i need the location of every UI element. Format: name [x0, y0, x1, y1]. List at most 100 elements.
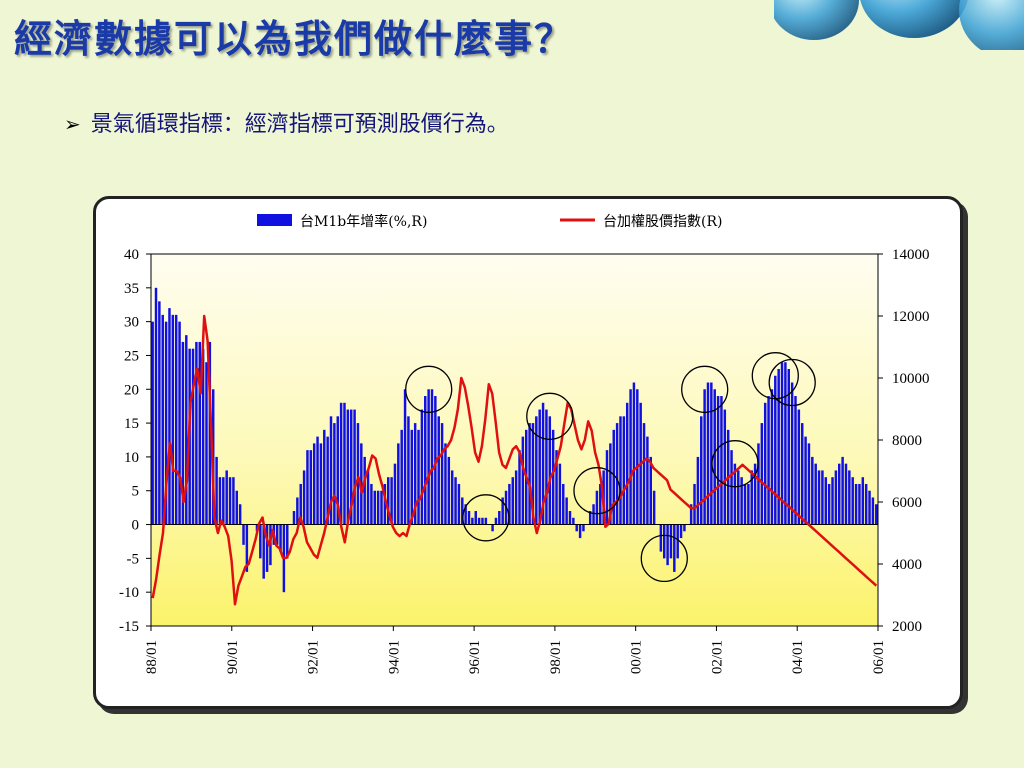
x-axis-label: 90/01: [225, 640, 241, 674]
bar: [218, 477, 222, 525]
bar: [575, 524, 578, 532]
highlight-circle: [526, 392, 574, 440]
bar: [622, 416, 626, 525]
bar: [508, 483, 511, 525]
left-axis-label: 40: [124, 247, 139, 263]
bar: [309, 450, 313, 525]
bar: [491, 524, 494, 532]
bar: [555, 450, 558, 525]
bar: [649, 456, 652, 525]
bar: [154, 287, 158, 525]
bar: [844, 463, 848, 525]
globe-decoration-icon: [774, 0, 1024, 50]
bar: [461, 497, 464, 525]
bar: [696, 456, 700, 525]
bar: [467, 511, 471, 525]
right-axis-label: 6000: [892, 495, 922, 511]
right-axis-label: 14000: [892, 247, 930, 263]
bar: [565, 497, 568, 525]
bar: [551, 429, 555, 525]
bar: [723, 409, 727, 525]
bar: [582, 524, 585, 532]
bar: [262, 524, 265, 579]
highlight-circle: [640, 534, 688, 583]
bar: [360, 443, 363, 525]
bar: [306, 450, 309, 525]
bar: [521, 436, 525, 525]
bar: [673, 524, 676, 572]
arrow-bullet-icon: ➢: [64, 112, 81, 136]
bar: [814, 463, 817, 525]
bar: [279, 524, 282, 552]
bar: [811, 456, 814, 525]
bar: [760, 423, 764, 525]
bar: [625, 402, 629, 525]
bar: [800, 423, 804, 525]
bar: [615, 423, 619, 525]
bar: [632, 382, 636, 525]
highlight-circle: [573, 467, 621, 515]
bar: [424, 396, 427, 525]
left-axis-label: 10: [124, 450, 139, 466]
decorative-globes: [774, 0, 1024, 50]
bar: [151, 321, 154, 525]
bar: [296, 497, 299, 525]
legend: 台M1b年增率(%,R) 台加權股價指數(R): [257, 213, 722, 230]
bar: [838, 463, 841, 525]
x-axis-label: 94/01: [386, 640, 402, 674]
bar: [662, 524, 666, 559]
bar: [777, 368, 780, 525]
left-axis-label: -15: [119, 619, 139, 635]
bar: [743, 483, 747, 525]
x-axis: 88/01 90/01 92/01 94/01 96/01 98/01 00/01 02/01…: [144, 626, 887, 674]
legend-bar-swatch: [257, 214, 292, 226]
highlight-circle: [405, 365, 453, 413]
bar: [636, 389, 639, 525]
bar: [689, 504, 693, 525]
bar: [238, 504, 242, 525]
bar: [716, 396, 720, 525]
bar: [450, 470, 454, 525]
page-title: 經濟數據可以為我們做什麼事？: [14, 16, 575, 61]
bar: [787, 368, 790, 525]
bar: [366, 470, 370, 525]
bar: [363, 456, 366, 525]
bar: [464, 504, 467, 525]
bar: [562, 483, 565, 525]
bar: [558, 463, 562, 525]
highlight-circle: [711, 440, 759, 488]
bar: [619, 416, 622, 525]
bar: [205, 362, 208, 525]
bar: [605, 450, 609, 525]
bar: [164, 321, 168, 525]
bar: [528, 423, 531, 525]
legend-label: 台M1b年增率(%,R): [300, 213, 427, 230]
bar: [652, 490, 656, 525]
bar: [430, 389, 434, 525]
bar: [588, 511, 592, 525]
bar: [410, 429, 414, 525]
bar: [185, 335, 188, 525]
bar: [316, 436, 319, 525]
bar: [592, 504, 595, 525]
bar: [242, 524, 245, 545]
legend-label: 台加權股價指數(R): [603, 213, 722, 230]
bar: [454, 477, 457, 525]
bar: [168, 308, 171, 525]
bar: [333, 423, 336, 525]
bar: [380, 490, 383, 525]
bar: [171, 314, 175, 525]
bar: [612, 429, 615, 525]
bar: [827, 483, 831, 525]
bar: [706, 382, 710, 525]
bar: [393, 463, 397, 525]
bar: [703, 389, 706, 525]
left-axis-label: 25: [124, 348, 139, 364]
x-axis-label: 98/01: [548, 640, 564, 674]
bar: [286, 524, 289, 559]
bar: [629, 389, 632, 525]
bar: [676, 524, 679, 559]
bar: [794, 396, 797, 525]
bar: [659, 524, 663, 552]
left-axis-label: 20: [124, 382, 139, 398]
